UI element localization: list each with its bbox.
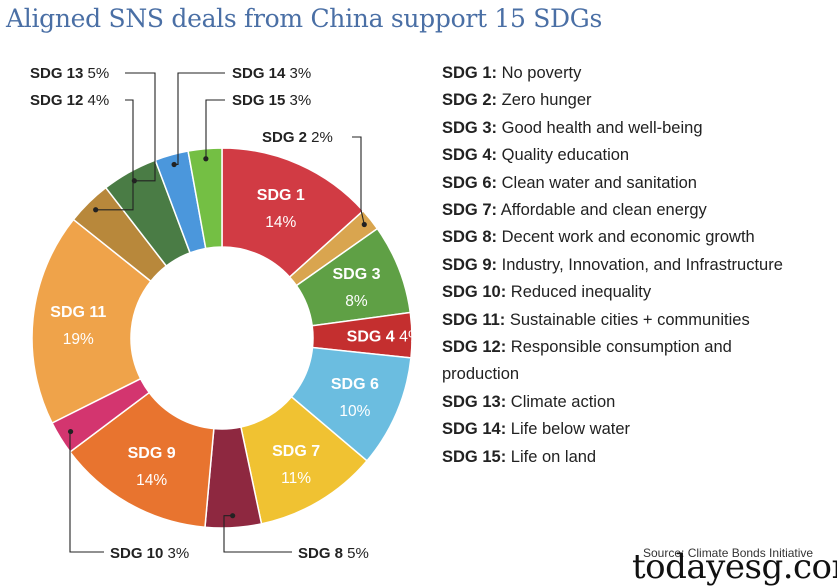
slice-label: SDG 9 bbox=[128, 445, 176, 462]
donut-chart: SDG 1 14% SDG 3 8% SDG 6 10% SDG 7 11% SDG 9 14% S… bbox=[30, 65, 423, 562]
legend-item: SDG 3: Good health and well-being bbox=[442, 118, 703, 137]
legend-item: SDG 7: Affordable and clean energy bbox=[442, 201, 707, 220]
slice-sdg-15 bbox=[187, 147, 223, 250]
leader-dot bbox=[171, 161, 177, 168]
slice-value-label: 14% bbox=[265, 214, 296, 231]
leader-line bbox=[223, 515, 292, 553]
leader-dot bbox=[361, 221, 367, 228]
leader-dot bbox=[230, 513, 236, 519]
legend: SDG 1: No poverty SDG 2: Zero hunger SDG… bbox=[442, 60, 837, 471]
slice-value-label: 10% bbox=[339, 403, 370, 420]
leader-dot bbox=[67, 428, 74, 435]
slice-label: SDG 3 bbox=[333, 266, 381, 283]
legend-item: SDG 13: Climate action bbox=[442, 392, 616, 411]
slice-value-label: 8% bbox=[345, 293, 368, 310]
slice-label: SDG 1 bbox=[257, 187, 305, 204]
callout-label: SDG 14 3% bbox=[232, 65, 311, 82]
legend-item: SDG 14: Life below water bbox=[442, 420, 631, 439]
slice-label: SDG 11 bbox=[50, 304, 106, 321]
legend-item: SDG 8: Decent work and economic growth bbox=[442, 228, 755, 247]
slice-sdg-11 bbox=[31, 218, 152, 424]
legend-item: SDG 10: Reduced inequality bbox=[442, 283, 652, 302]
chart-title: Aligned SNS deals from China support 15 … bbox=[6, 4, 602, 33]
leader-line bbox=[95, 99, 134, 211]
slice-value-label: 19% bbox=[63, 331, 94, 348]
legend-item: SDG 4: Quality education bbox=[442, 146, 630, 165]
slice-label: SDG 4 4% bbox=[347, 329, 423, 346]
callout-label: SDG 15 3% bbox=[232, 92, 311, 109]
callout-label: SDG 12 4% bbox=[30, 92, 109, 109]
legend-item: SDG 2: Zero hunger bbox=[442, 91, 592, 110]
leader-line bbox=[125, 72, 156, 182]
watermark: todayesg.com bbox=[632, 547, 837, 587]
leader-dot bbox=[203, 156, 209, 162]
legend-item: SDG 12: Responsible consumption and prod… bbox=[442, 338, 732, 384]
leader-line bbox=[352, 136, 365, 225]
callout-label: SDG 2 2% bbox=[262, 129, 333, 146]
slice-value-label: 14% bbox=[136, 472, 167, 489]
legend-item: SDG 1: No poverty bbox=[442, 64, 582, 82]
callout-label: SDG 10 3% bbox=[110, 545, 189, 562]
source-note: Source: Climate Bonds Initiative bbox=[643, 546, 814, 560]
legend-item: SDG 11: Sustainable cities + communities bbox=[442, 310, 750, 329]
legend-item: SDG 15: Life on land bbox=[442, 447, 597, 466]
callout-label: SDG 8 5% bbox=[298, 545, 369, 562]
slice-label: SDG 6 bbox=[331, 376, 379, 393]
legend-item: SDG 6: Clean water and sanitation bbox=[442, 173, 697, 192]
slice-label: SDG 7 bbox=[272, 443, 320, 460]
legend-item: SDG 9: Industry, Innovation, and Infrast… bbox=[442, 255, 783, 274]
callout-label: SDG 13 5% bbox=[30, 65, 109, 82]
slice-value-label: 11% bbox=[281, 470, 311, 487]
leader-dot bbox=[93, 207, 99, 213]
